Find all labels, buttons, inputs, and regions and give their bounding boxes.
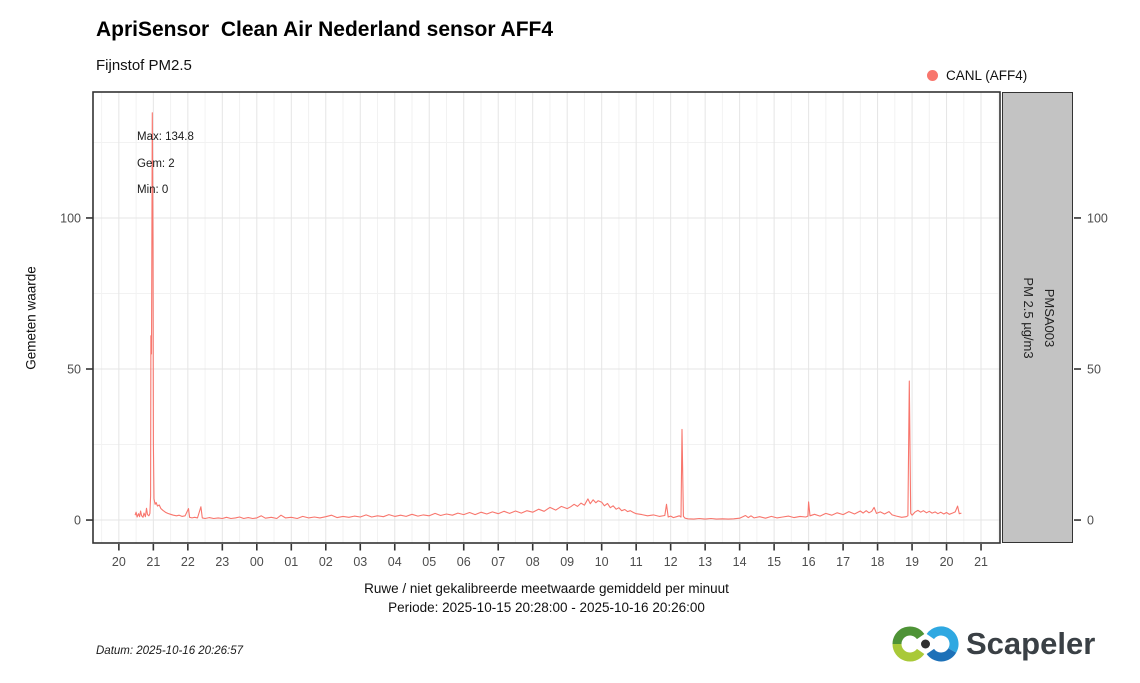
svg-text:22: 22: [181, 555, 195, 569]
legend-label: CANL (AFF4): [946, 68, 1028, 83]
y-axis-title: Gemeten waarde: [23, 266, 39, 370]
stat-gem: Gem: 2: [137, 157, 175, 170]
legend: CANL (AFF4): [927, 68, 1027, 83]
svg-text:50: 50: [1087, 363, 1101, 377]
svg-text:13: 13: [698, 555, 712, 569]
svg-text:04: 04: [388, 555, 402, 569]
svg-text:20: 20: [940, 555, 954, 569]
svg-text:02: 02: [319, 555, 333, 569]
svg-text:18: 18: [871, 555, 885, 569]
page-subtitle: Fijnstof PM2.5: [96, 57, 192, 74]
svg-text:100: 100: [60, 211, 81, 225]
stat-max: Max: 134.8: [137, 131, 194, 143]
svg-text:0: 0: [1087, 514, 1094, 528]
svg-text:06: 06: [457, 555, 471, 569]
svg-text:100: 100: [1087, 211, 1108, 225]
x-axis-title-line2: Periode: 2025-10-15 20:28:00 - 2025-10-1…: [388, 599, 705, 615]
svg-text:20: 20: [112, 555, 126, 569]
facet-strip-label: PMSA003 PM 2.5 µg/m3: [1017, 277, 1059, 358]
svg-text:21: 21: [146, 555, 160, 569]
svg-text:01: 01: [284, 555, 298, 569]
svg-text:19: 19: [905, 555, 919, 569]
strip-line1: PMSA003: [1041, 288, 1057, 347]
svg-text:07: 07: [491, 555, 505, 569]
svg-text:09: 09: [560, 555, 574, 569]
svg-text:05: 05: [422, 555, 436, 569]
svg-text:14: 14: [733, 555, 747, 569]
svg-text:17: 17: [836, 555, 850, 569]
datum-caption: Datum: 2025-10-16 20:26:57: [96, 645, 244, 657]
stat-min: Min: 0: [137, 184, 169, 196]
svg-text:10: 10: [595, 555, 609, 569]
svg-text:08: 08: [526, 555, 540, 569]
svg-text:11: 11: [630, 555, 643, 569]
page-title: ApriSensor Clean Air Nederland sensor AF…: [96, 18, 554, 41]
svg-text:50: 50: [67, 363, 81, 377]
scapeler-logo-text: Scapeler: [966, 626, 1095, 661]
scapeler-logo-icon: Scapeler: [892, 626, 1095, 662]
svg-text:12: 12: [664, 555, 678, 569]
facet-strip: PMSA003 PM 2.5 µg/m3: [1002, 92, 1073, 543]
svg-text:03: 03: [353, 555, 367, 569]
legend-dot-icon: [927, 70, 938, 81]
svg-text:16: 16: [802, 555, 816, 569]
x-axis-title-line1: Ruwe / niet gekalibreerde meetwaarde gem…: [364, 581, 729, 596]
svg-text:15: 15: [767, 555, 781, 569]
svg-text:21: 21: [974, 555, 988, 569]
x-axis-title: Ruwe / niet gekalibreerde meetwaarde gem…: [93, 580, 1000, 618]
scapeler-logo: Scapeler: [882, 616, 1117, 681]
svg-text:00: 00: [250, 555, 264, 569]
svg-text:23: 23: [215, 555, 229, 569]
stats-annotation: Max: 134.8 Gem: 2 Min: 0: [137, 131, 194, 211]
svg-text:0: 0: [74, 514, 81, 528]
strip-line2: PM 2.5 µg/m3: [1020, 276, 1036, 359]
